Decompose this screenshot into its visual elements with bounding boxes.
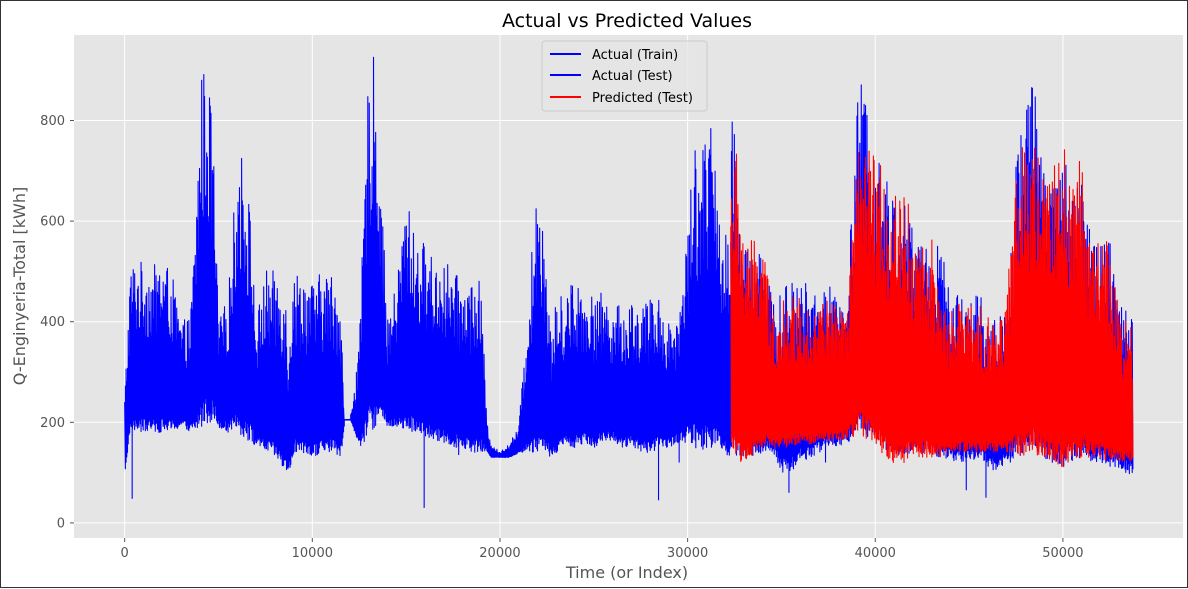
series-layer — [124, 56, 1134, 508]
y-tick-label: 200 — [40, 416, 65, 431]
legend-label-actual-test: Actual (Test) — [592, 69, 673, 84]
y-axis-label: Q-Enginyeria-Total [kWh] — [10, 187, 29, 385]
y-tick-label: 600 — [40, 215, 65, 230]
chart-title: Actual vs Predicted Values — [502, 10, 752, 32]
series-line-actual-train — [124, 56, 733, 508]
x-tick-label: 40000 — [855, 546, 896, 561]
legend-box — [541, 40, 708, 112]
x-tick-label: 10000 — [292, 546, 333, 561]
y-tick-label: 400 — [40, 315, 65, 330]
y-tick-label: 800 — [40, 114, 65, 129]
x-tick-label: 20000 — [479, 546, 520, 561]
x-tick-label: 0 — [121, 546, 129, 561]
y-tick-label: 0 — [57, 516, 65, 531]
x-tick-label: 30000 — [667, 546, 708, 561]
legend: Actual (Train) Actual (Test) Predicted (… — [541, 40, 708, 112]
series-line-predicted-test — [730, 147, 1134, 468]
x-axis-label: Time (or Index) — [565, 563, 688, 582]
legend-label-actual-train: Actual (Train) — [592, 48, 678, 63]
legend-label-predicted-test: Predicted (Test) — [592, 91, 693, 106]
x-tick-label: 50000 — [1042, 546, 1083, 561]
tick-labels: 0 10000 20000 30000 40000 50000 0 200 400 600 800 — [40, 114, 1083, 561]
